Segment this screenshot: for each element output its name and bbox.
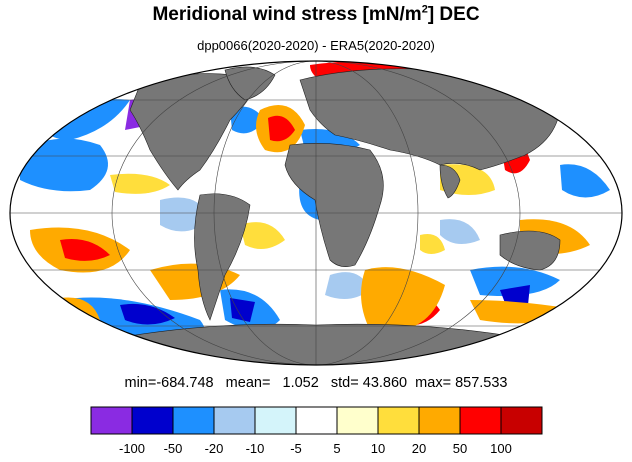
colorbar-tick-label: -10 bbox=[246, 441, 265, 456]
colorbar-box bbox=[377, 406, 420, 435]
colorbar-tick-label: 5 bbox=[333, 441, 340, 456]
colorbar-tick-label: -50 bbox=[164, 441, 183, 456]
colorbar-box bbox=[90, 406, 133, 435]
stat-std-value: 43.860 bbox=[362, 375, 408, 391]
colorbar-box bbox=[500, 406, 543, 435]
stat-mean-label: mean= bbox=[225, 375, 271, 391]
colorbar-tick-label: 10 bbox=[371, 441, 385, 456]
colorbar-box bbox=[213, 406, 256, 435]
colorbar-box bbox=[295, 406, 338, 435]
stat-min-label: min= bbox=[124, 375, 157, 391]
title-superscript: 2 bbox=[421, 3, 428, 16]
colorbar-box bbox=[172, 406, 215, 435]
colorbar-tick-label: -20 bbox=[205, 441, 224, 456]
colorbar-box bbox=[254, 406, 297, 435]
title-suffix: ] DEC bbox=[427, 4, 480, 25]
colorbar-box bbox=[336, 406, 379, 435]
colorbar-tick-label: 20 bbox=[412, 441, 426, 456]
title-main: Meridional wind stress [mN/m bbox=[152, 4, 422, 25]
colorbar-tick-label: 100 bbox=[490, 441, 512, 456]
colorbar-tick-label: 50 bbox=[453, 441, 467, 456]
colorbar-box bbox=[459, 406, 502, 435]
colorbar-box bbox=[418, 406, 461, 435]
stat-mean-value: 1.052 bbox=[282, 375, 319, 391]
stat-max-value: 857.533 bbox=[455, 375, 508, 391]
statistics-line: min=-684.748 mean= 1.052 std= 43.860 max… bbox=[0, 375, 632, 391]
stat-std-label: std= bbox=[330, 375, 359, 391]
colorbar-tick-label: -100 bbox=[119, 441, 145, 456]
map-title: Meridional wind stress [mN/m2] DEC bbox=[0, 4, 632, 26]
map-subtitle: dpp0066(2020-2020) - ERA5(2020-2020) bbox=[197, 38, 435, 53]
colorbar-tick-label: -5 bbox=[290, 441, 302, 456]
colorbar-box bbox=[131, 406, 174, 435]
stat-min-value: -684.748 bbox=[156, 375, 214, 391]
map-outline bbox=[9, 60, 623, 366]
stat-max-label: max= bbox=[415, 375, 452, 391]
